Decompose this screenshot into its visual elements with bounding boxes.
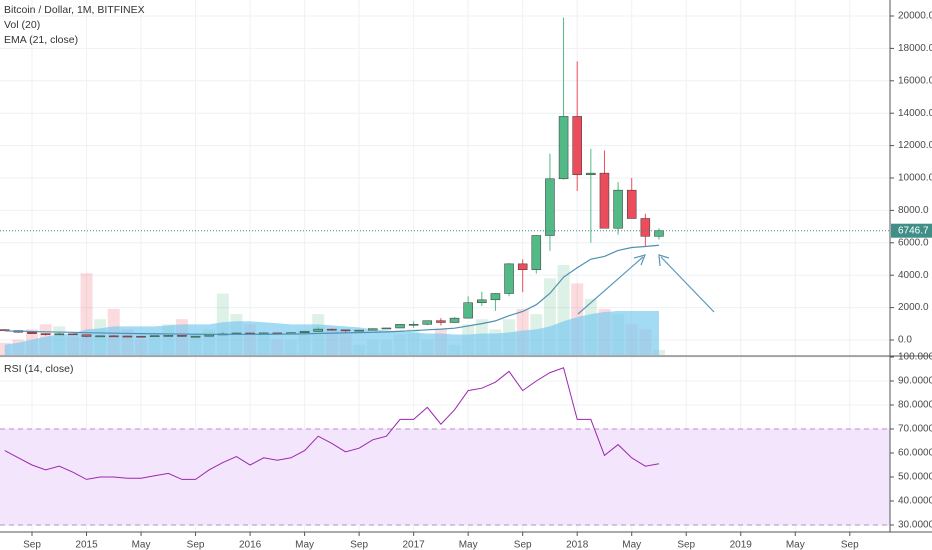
candle-body [149, 335, 160, 337]
candle-body [586, 172, 596, 176]
chart-title: Bitcoin / Dollar, 1M, BITFINEX [4, 4, 145, 16]
x-tick-label: Sep [841, 540, 859, 550]
y-tick-label: 12000.0 [898, 140, 932, 151]
candle-body [477, 299, 487, 303]
rsi-line [4, 367, 660, 480]
rsi-tick-label: 70.0000 [898, 424, 932, 435]
rsi-band [0, 429, 890, 525]
candle-body [626, 189, 637, 219]
y-tick-label: 16000.0 [898, 75, 932, 86]
x-tick-label: May [295, 540, 314, 550]
x-tick-label: 2017 [403, 540, 426, 550]
x-tick-label: Sep [187, 540, 205, 550]
y-tick-label: 4000.0 [898, 270, 929, 281]
x-tick-label: Sep [677, 540, 695, 550]
y-tick-label: 14000.0 [898, 108, 932, 119]
candle-body [327, 328, 337, 331]
candle-body [422, 320, 433, 325]
rsi-tick-label: 30.0000 [898, 520, 932, 531]
ema-line [4, 244, 660, 336]
x-tick-label: Sep [514, 540, 532, 550]
y-tick-label: 10000.0 [898, 173, 932, 184]
arrow-head [633, 254, 647, 266]
candle-body [504, 263, 514, 294]
rsi-tick-label: 80.0000 [898, 400, 932, 411]
x-tick-label: 2015 [75, 540, 98, 550]
x-tick-label: May [459, 540, 478, 550]
candle-body [381, 327, 392, 330]
y-tick-label: 2000.0 [898, 302, 929, 313]
x-tick-label: 2018 [566, 540, 589, 550]
candle-body [572, 116, 582, 176]
x-tick-label: May [786, 540, 805, 550]
rsi-tick-label: 50.0000 [898, 472, 932, 483]
candle-body [299, 331, 310, 333]
rsi-tick-label: 40.0000 [898, 496, 932, 507]
last-price-label: 6746.7 [898, 225, 929, 236]
candle-body [0, 329, 10, 331]
candle-body [122, 335, 133, 338]
candle-body [654, 230, 664, 237]
candle-body [81, 334, 92, 337]
candle-body [436, 320, 446, 323]
x-tick-label: Sep [350, 540, 368, 550]
x-tick-label: Sep [23, 540, 41, 550]
axes-group: 0.0 2000.0 4000.0 6000.0 8000.0 10000.0 12000.… [23, 11, 932, 550]
annotation-arrow [660, 256, 715, 313]
candle-body [313, 328, 323, 332]
candle-body [95, 335, 105, 338]
y-tick-label: 20000.0 [898, 11, 932, 22]
candle-body [354, 329, 364, 332]
candle-body [136, 335, 146, 338]
candle-body [490, 293, 501, 301]
x-tick-label: May [132, 540, 151, 550]
candle-group [0, 17, 890, 338]
candle-body [54, 333, 65, 336]
rsi-tick-label: 100.0000 [898, 352, 932, 363]
candle-body [163, 335, 174, 337]
annotation-arrow [577, 256, 644, 315]
candle-body [531, 235, 542, 270]
candle-body [463, 302, 473, 319]
candle-body [27, 331, 37, 334]
rsi-band-group [0, 428, 890, 526]
candle-body [395, 324, 405, 329]
rsi-tick-label: 60.0000 [898, 448, 932, 459]
x-tick-label: 2019 [730, 540, 753, 550]
candle-body [449, 317, 460, 323]
candle-body [558, 116, 569, 180]
candle-body [613, 189, 623, 229]
rsi-group [4, 367, 660, 480]
y-tick-label: 6000.0 [898, 237, 929, 248]
x-tick-label: May [622, 540, 641, 550]
candle-body [204, 334, 214, 337]
y-tick-label: 18000.0 [898, 43, 932, 54]
candle-body [545, 178, 555, 236]
rsi-tick-label: 90.0000 [898, 376, 932, 387]
ema-legend: EMA (21, close) [4, 34, 78, 46]
candle-body [408, 324, 419, 326]
candle-body [599, 172, 610, 229]
candle-body [640, 218, 651, 237]
rsi-legend: RSI (14, close) [4, 363, 73, 375]
x-tick-label: 2016 [239, 540, 262, 550]
candle-body [517, 263, 528, 270]
last-price-tag [891, 223, 932, 238]
y-tick-label: 0.0 [898, 335, 912, 346]
candle-body [68, 333, 78, 336]
candle-body [190, 335, 201, 338]
candle-body [40, 333, 51, 335]
candle-body [109, 335, 119, 338]
arrow-head [658, 254, 670, 267]
volume-legend: Vol (20) [4, 19, 40, 31]
candle-body [177, 335, 187, 337]
candle-body [340, 329, 351, 332]
candle-body [368, 328, 378, 331]
y-tick-label: 8000.0 [898, 205, 929, 216]
